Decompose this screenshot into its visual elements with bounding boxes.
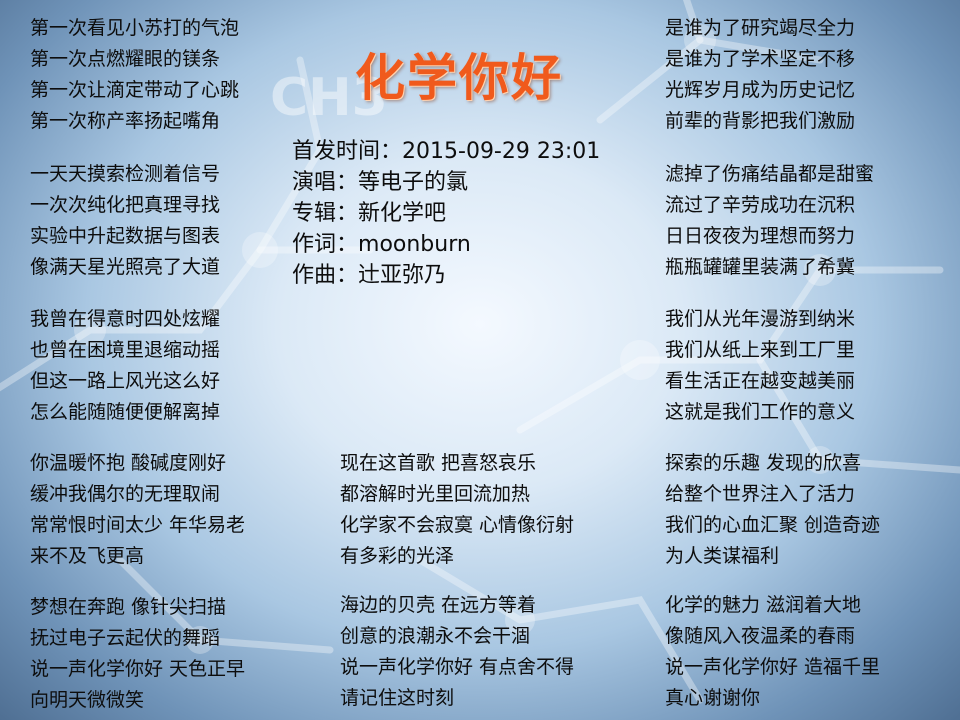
album-value: 新化学吧 (358, 201, 447, 226)
album-label: 专辑： (292, 201, 359, 226)
lyric-line: 日日夜夜为理想而努力 (665, 225, 856, 247)
lyric-line: 一天天摸索检测着信号 (30, 163, 221, 185)
lyric-line: 创意的浪潮永不会干涸 (340, 625, 531, 647)
lyric-line: 瓶瓶罐罐里装满了希冀 (665, 256, 856, 278)
left-stanza-4: 你温暖怀抱 酸碱度刚好 缓冲我偶尔的无理取闹 常常恨时间太少 年华易老 来不及飞… (30, 448, 245, 572)
lyric-line: 现在这首歌 把喜怒哀乐 (340, 452, 537, 474)
lyric-line: 为人类谋福利 (665, 545, 780, 567)
right-stanza-5: 化学的魅力 滋润着大地 像随风入夜温柔的春雨 说一声化学你好 造福千里 真心谢谢… (665, 590, 880, 714)
singer-line: 演唱：等电子的氯 (292, 167, 600, 198)
lyric-line: 梦想在奔跑 像针尖扫描 (30, 596, 227, 618)
left-stanza-5: 梦想在奔跑 像针尖扫描 抚过电子云起伏的舞蹈 说一声化学你好 天色正早 向明天微… (30, 592, 245, 716)
left-stanza-3: 我曾在得意时四处炫耀 也曾在困境里退缩动摇 但这一路上风光这么好 怎么能随随便便… (30, 304, 220, 428)
lyric-line: 实验中升起数据与图表 (30, 225, 221, 247)
lyric-line: 抚过电子云起伏的舞蹈 (30, 627, 221, 649)
lyric-line: 说一声化学你好 造福千里 (665, 656, 881, 678)
lyric-line: 我们的心血汇聚 创造奇迹 (665, 514, 881, 536)
lyric-line: 都溶解时光里回流加热 (340, 483, 531, 505)
lyric-line: 探索的乐趣 发现的欣喜 (665, 452, 862, 474)
lyric-line: 是谁为了研究竭尽全力 (665, 17, 856, 39)
lyric-line: 请记住这时刻 (340, 687, 455, 709)
lyric-line: 看生活正在越变越美丽 (665, 370, 856, 392)
composer-value: 辻亚弥乃 (358, 263, 447, 288)
lyric-line: 第一次称产率扬起嘴角 (30, 110, 221, 132)
lyric-line: 说一声化学你好 天色正早 (30, 658, 246, 680)
lyric-line: 怎么能随随便便解离掉 (30, 401, 221, 423)
page-title: 化学你好 (355, 49, 563, 107)
right-stanza-2: 滤掉了伤痛结晶都是甜蜜 流过了辛劳成功在沉积 日日夜夜为理想而努力 瓶瓶罐罐里装… (665, 159, 874, 283)
release-time-label: 首发时间： (292, 139, 403, 164)
lyric-line: 但这一路上风光这么好 (30, 370, 221, 392)
release-time-value: 2015-09-29 23:01 (402, 139, 601, 164)
lyric-line: 有多彩的光泽 (340, 545, 455, 567)
lyric-line: 这就是我们工作的意义 (665, 401, 856, 423)
left-stanza-1: 第一次看见小苏打的气泡 第一次点燃耀眼的镁条 第一次让滴定带动了心跳 第一次称产… (30, 13, 239, 137)
lyric-line: 前辈的背影把我们激励 (665, 110, 856, 132)
song-info: 首发时间：2015-09-29 23:01 演唱：等电子的氯 专辑：新化学吧 作… (292, 136, 600, 291)
lyric-line: 光辉岁月成为历史记忆 (665, 79, 856, 101)
lyric-line: 像随风入夜温柔的春雨 (665, 625, 856, 647)
lyric-line: 化学的魅力 滋润着大地 (665, 594, 862, 616)
ch3-watermark: CH3 (270, 68, 388, 128)
lyric-line: 也曾在困境里退缩动摇 (30, 339, 221, 361)
composer-line: 作曲：辻亚弥乃 (292, 260, 600, 291)
lyric-line: 是谁为了学术坚定不移 (665, 48, 856, 70)
album-line: 专辑：新化学吧 (292, 198, 600, 229)
middle-stanza-2: 海边的贝壳 在远方等着 创意的浪潮永不会干涸 说一声化学你好 有点舍不得 请记住… (340, 590, 574, 714)
lyric-line: 常常恨时间太少 年华易老 (30, 514, 246, 536)
lyric-line: 流过了辛劳成功在沉积 (665, 194, 856, 216)
lyric-line: 像满天星光照亮了大道 (30, 256, 221, 278)
lyric-line: 第一次看见小苏打的气泡 (30, 17, 240, 39)
lyric-line: 第一次点燃耀眼的镁条 (30, 48, 221, 70)
composer-label: 作曲： (292, 263, 359, 288)
lyric-line: 你温暖怀抱 酸碱度刚好 (30, 452, 227, 474)
middle-stanza-1: 现在这首歌 把喜怒哀乐 都溶解时光里回流加热 化学家不会寂寞 心情像衍射 有多彩… (340, 448, 574, 572)
lyricist-line: 作词：moonburn (292, 229, 600, 260)
lyric-line: 向明天微微笑 (30, 689, 145, 711)
right-stanza-4: 探索的乐趣 发现的欣喜 给整个世界注入了活力 我们的心血汇聚 创造奇迹 为人类谋… (665, 448, 880, 572)
lyric-line: 真心谢谢你 (665, 687, 761, 709)
lyricist-value: moonburn (358, 232, 471, 257)
lyric-line: 化学家不会寂寞 心情像衍射 (340, 514, 575, 536)
left-stanza-2: 一天天摸索检测着信号 一次次纯化把真理寻找 实验中升起数据与图表 像满天星光照亮… (30, 159, 220, 283)
singer-label: 演唱： (292, 170, 359, 195)
lyric-line: 一次次纯化把真理寻找 (30, 194, 221, 216)
lyric-line: 缓冲我偶尔的无理取闹 (30, 483, 221, 505)
lyric-line: 给整个世界注入了活力 (665, 483, 856, 505)
lyric-line: 来不及飞更高 (30, 545, 145, 567)
right-stanza-3: 我们从光年漫游到纳米 我们从纸上来到工厂里 看生活正在越变越美丽 这就是我们工作… (665, 304, 855, 428)
lyric-line: 我们从光年漫游到纳米 (665, 308, 856, 330)
lyricist-label: 作词： (292, 232, 359, 257)
lyric-line: 说一声化学你好 有点舍不得 (340, 656, 575, 678)
lyric-line: 我曾在得意时四处炫耀 (30, 308, 221, 330)
lyric-line: 滤掉了伤痛结晶都是甜蜜 (665, 163, 875, 185)
lyric-line: 第一次让滴定带动了心跳 (30, 79, 240, 101)
lyric-line: 我们从纸上来到工厂里 (665, 339, 856, 361)
right-stanza-1: 是谁为了研究竭尽全力 是谁为了学术坚定不移 光辉岁月成为历史记忆 前辈的背影把我… (665, 13, 855, 137)
singer-value: 等电子的氯 (358, 170, 469, 195)
lyric-line: 海边的贝壳 在远方等着 (340, 594, 537, 616)
release-time-line: 首发时间：2015-09-29 23:01 (292, 136, 600, 167)
